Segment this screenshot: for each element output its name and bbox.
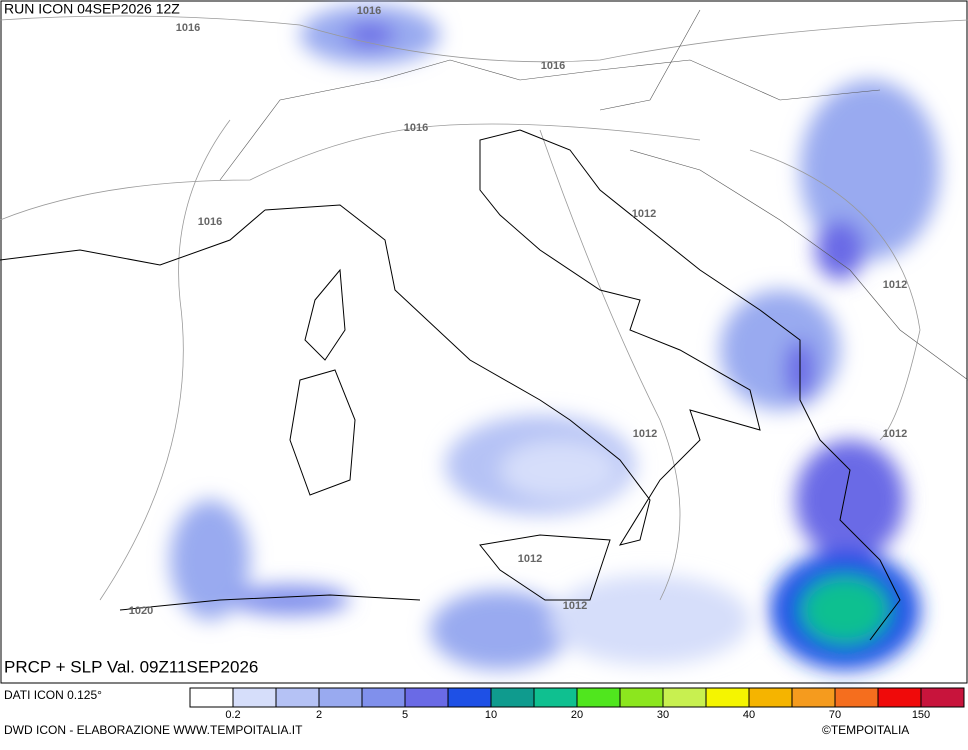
legend-swatch bbox=[791, 687, 836, 708]
isobar-label: 1016 bbox=[404, 122, 428, 134]
legend-label: 20 bbox=[571, 709, 583, 721]
legend-swatch bbox=[705, 687, 750, 708]
legend-swatch bbox=[533, 687, 578, 708]
legend-swatch bbox=[834, 687, 879, 708]
isobar-label: 1012 bbox=[518, 553, 542, 565]
coastlines bbox=[0, 129, 901, 641]
isobar-label: 1012 bbox=[883, 428, 907, 440]
isobar-label: 1016 bbox=[176, 22, 200, 34]
borders bbox=[219, 9, 968, 381]
legend: 0.2 2 5 10 20 30 40 70 150 bbox=[189, 687, 965, 721]
legend-swatch bbox=[576, 687, 621, 708]
legend-swatch bbox=[189, 687, 234, 708]
legend-swatch bbox=[619, 687, 664, 708]
legend-swatch bbox=[877, 687, 922, 708]
legend-label: 5 bbox=[402, 709, 408, 721]
legend-label: 0.2 bbox=[225, 709, 240, 721]
isobar-label: 1012 bbox=[633, 428, 657, 440]
legend-swatch bbox=[361, 687, 406, 708]
isobar-label: 1016 bbox=[541, 60, 565, 72]
run-title: RUN ICON 04SEP2026 12Z bbox=[4, 1, 180, 17]
isobar-label: 1012 bbox=[632, 208, 656, 220]
credit: DWD ICON - ELABORAZIONE WWW.TEMPOITALIA.… bbox=[4, 723, 303, 737]
legend-swatch bbox=[404, 687, 449, 708]
legend-label: 40 bbox=[743, 709, 755, 721]
legend-swatch bbox=[447, 687, 492, 708]
legend-swatch bbox=[318, 687, 363, 708]
isobar-label: 1012 bbox=[883, 279, 907, 291]
legend-swatch bbox=[275, 687, 320, 708]
legend-swatch bbox=[662, 687, 707, 708]
legend-swatch bbox=[490, 687, 535, 708]
brand: ©TEMPOITALIA bbox=[822, 723, 909, 737]
legend-label: 70 bbox=[829, 709, 841, 721]
isobar-label: 1016 bbox=[357, 5, 381, 17]
legend-swatch bbox=[232, 687, 277, 708]
legend-label: 10 bbox=[485, 709, 497, 721]
isobar-label: 1016 bbox=[198, 216, 222, 228]
map: RUN ICON 04SEP2026 12Z 1016 1016 1016 10… bbox=[0, 0, 968, 684]
map-title: PRCP + SLP Val. 09Z11SEP2026 bbox=[4, 657, 258, 676]
legend-swatch bbox=[920, 687, 965, 708]
isobar-label: 1012 bbox=[563, 600, 587, 612]
legend-label: 30 bbox=[657, 709, 669, 721]
legend-label: 150 bbox=[912, 709, 930, 721]
isobars bbox=[0, 15, 968, 601]
data-source: DATI ICON 0.125° bbox=[4, 688, 102, 702]
legend-swatch bbox=[748, 687, 793, 708]
isobar-label: 1020 bbox=[129, 605, 153, 617]
legend-label: 2 bbox=[316, 709, 322, 721]
